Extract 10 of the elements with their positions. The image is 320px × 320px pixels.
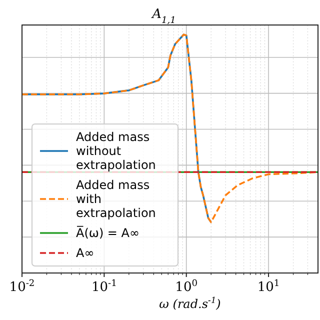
x-tick-label: 10$^{-1}$ xyxy=(91,279,117,295)
legend-label: Added mass without extrapolation xyxy=(76,130,156,172)
legend-label: A∞ xyxy=(76,246,94,260)
x-tick-label: 10$^{1}$ xyxy=(257,279,280,295)
x-axis-title: ω (rad.s$^{-1}$) xyxy=(159,295,222,311)
legend-label: A̅(ω) = A∞ xyxy=(76,224,140,240)
legend-label: Added mass with extrapolation xyxy=(76,178,156,220)
chart-title: A$_{1,1}$ xyxy=(151,7,176,26)
x-tick-label: 10$^{0}$ xyxy=(175,279,198,295)
x-tick-label: 10$^{-2}$ xyxy=(9,279,35,295)
